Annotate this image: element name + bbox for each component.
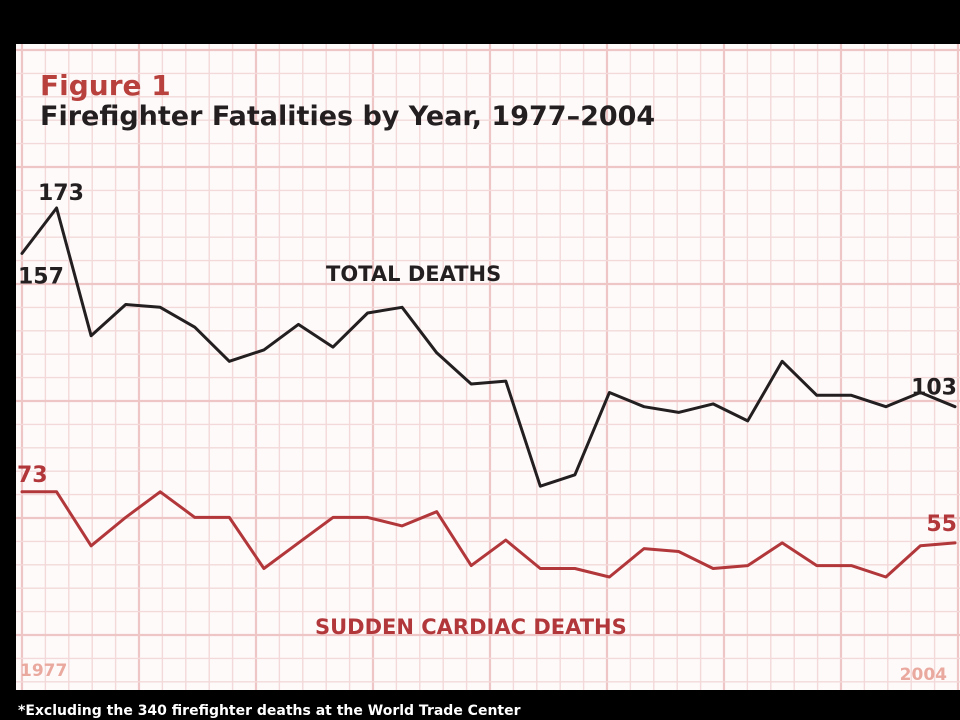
series-line-total-deaths <box>20 206 957 488</box>
x-end-year-label: 2004 <box>900 665 947 685</box>
footnote: *Excluding the 340 firefighter deaths at… <box>18 703 521 719</box>
chart-title: Firefighter Fatalities by Year, 1977–200… <box>40 101 655 132</box>
chart-background <box>16 44 960 690</box>
data-label: 173 <box>38 181 84 206</box>
series-label-sudden-cardiac-deaths: SUDDEN CARDIAC DEATHS <box>315 615 627 639</box>
data-label: 55 <box>926 512 957 537</box>
data-label: 73 <box>17 463 48 488</box>
data-label: 157 <box>18 264 64 289</box>
x-start-year-label: 1977 <box>20 661 67 681</box>
data-label: 103 <box>911 376 957 401</box>
figure-label: Figure 1 <box>40 69 171 102</box>
series-line-sudden-cardiac-deaths <box>20 490 957 579</box>
series-label-total-deaths: TOTAL DEATHS <box>326 262 501 286</box>
chart-grid <box>16 44 960 690</box>
annotation-layer: 157 173 103 73 55 <box>17 181 957 537</box>
series-layer <box>20 206 957 579</box>
